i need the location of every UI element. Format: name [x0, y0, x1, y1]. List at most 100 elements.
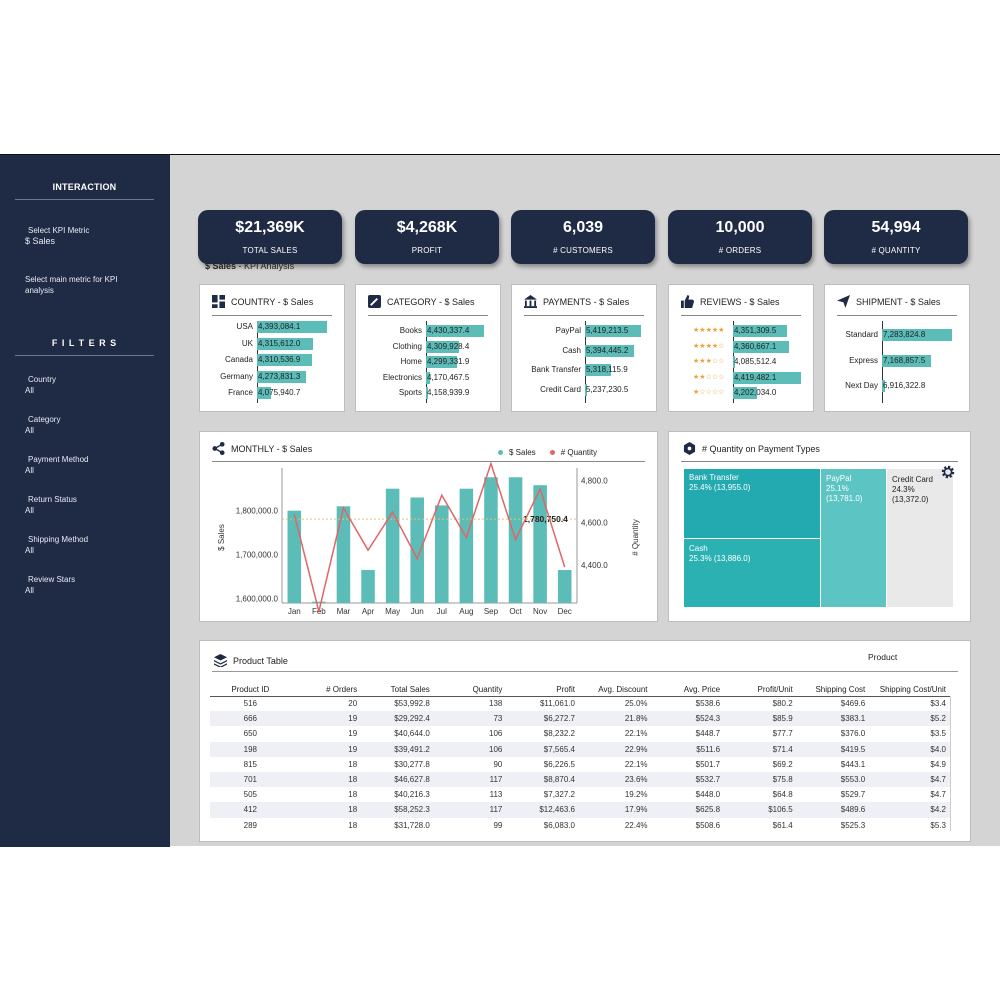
kpi-orders[interactable]: 10,000 # ORDERS — [668, 210, 812, 264]
tag-icon — [368, 295, 381, 308]
sales-bar[interactable] — [410, 497, 424, 603]
sales-bar[interactable] — [557, 570, 572, 603]
bar[interactable] — [882, 380, 885, 392]
column-header[interactable]: Quantity — [472, 684, 503, 694]
category-bar-row[interactable]: Home 4,299,331.9 — [356, 356, 502, 368]
sales-bar[interactable] — [533, 485, 547, 603]
country-bar-row[interactable]: UK 4,315,612.0 — [200, 337, 346, 350]
table-row[interactable]: 505 18 $40,216.3 113 $7,327.2 19.2% $448.0 $64.… — [210, 787, 950, 802]
treemap-cell-bank-transfer[interactable]: Bank Transfer 25.4% (13,955.0) — [684, 469, 820, 538]
sales-bar[interactable] — [312, 601, 326, 603]
reviews-bar-row[interactable]: ★★☆☆☆ 4,419,482.1 — [669, 371, 815, 384]
payments-bar-row[interactable]: Bank Transfer 5,318,115.9 — [512, 364, 658, 376]
column-header[interactable]: Avg. Price — [683, 684, 721, 694]
bar-value: 4,419,482.1 — [734, 372, 777, 382]
category-bar-row[interactable]: Clothing 4,309,928.4 — [356, 340, 502, 353]
kpi-total-sales[interactable]: $21,369K TOTAL SALES — [198, 210, 342, 264]
payments-bar-row[interactable]: Credit Card 5,237,230.5 — [512, 383, 658, 396]
table-row[interactable]: 650 19 $40,644.0 106 $8,232.2 22.1% $448.7 $77.… — [210, 726, 950, 741]
settings-gear-icon[interactable] — [940, 464, 956, 480]
column-header[interactable]: Total Sales — [390, 684, 430, 694]
column-header[interactable]: Shipping Cost/Unit — [879, 684, 946, 694]
column-header[interactable]: Shipping Cost — [815, 684, 866, 694]
country-bar-row[interactable]: France 4,075,940.7 — [200, 387, 346, 399]
bar[interactable] — [585, 325, 641, 337]
table-cell: 117 — [433, 802, 507, 818]
kpi-profit[interactable]: $4,268K PROFIT — [355, 210, 499, 264]
title-text: REVIEWS - $ Sales — [700, 296, 780, 307]
country-bar-row[interactable]: Canada 4,310,536.9 — [200, 354, 346, 366]
filter-shipping-method[interactable]: Shipping Method All — [25, 534, 88, 556]
table-row[interactable]: 815 18 $30,277.8 90 $6,226.5 22.1% $501.7 $69.2… — [210, 757, 950, 772]
payments-bar-row[interactable]: Cash 5,394,445.2 — [512, 344, 658, 357]
cell-value: 25.3% (13,886.0) — [689, 554, 751, 563]
bar[interactable] — [585, 364, 612, 376]
treemap-cell-paypal[interactable]: PayPal 25.1% (13,781.0) — [821, 469, 886, 607]
category-bar-row[interactable]: Electronics 4,170,467.5 — [356, 371, 502, 384]
shipment-bar-row[interactable]: Standard 7,283,824.8 — [825, 329, 971, 341]
bar[interactable] — [882, 329, 952, 341]
treemap-cell-credit-card[interactable]: Credit Card 24.3% (13,372.0) — [887, 469, 953, 607]
reviews-bar-row[interactable]: ★★★☆☆ 4,085,512.4 — [669, 356, 815, 368]
kpi-metric-selector[interactable]: Select KPI Metric $ Sales — [25, 225, 89, 247]
bar[interactable] — [733, 387, 758, 399]
shipment-bar-row[interactable]: Next Day 6,916,322.8 — [825, 380, 971, 392]
country-bar-row[interactable]: Germany 4,273,831.3 — [200, 370, 346, 383]
bar[interactable] — [257, 370, 306, 383]
treemap-cell-cash[interactable]: Cash 25.3% (13,886.0) — [684, 539, 820, 607]
bar[interactable] — [426, 387, 428, 399]
kpi-value: $4,268K — [396, 219, 458, 236]
payments-bar-row[interactable]: PayPal 5,419,213.5 — [512, 325, 658, 337]
bar[interactable] — [257, 387, 271, 399]
country-bar-row[interactable]: USA 4,393,084.1 — [200, 321, 346, 333]
sales-bar[interactable] — [435, 505, 449, 603]
sales-bar[interactable] — [484, 477, 498, 603]
column-header[interactable]: Profit — [556, 684, 575, 694]
category-bar-row[interactable]: Sports 4,158,939.9 — [356, 387, 502, 399]
table-row[interactable]: 198 19 $39,491.2 106 $7,565.4 22.9% $511.6 $71.… — [210, 741, 950, 757]
filter-return-status[interactable]: Return Status All — [25, 494, 77, 516]
bar[interactable] — [257, 337, 314, 350]
bar[interactable] — [733, 340, 790, 353]
shipment-bar-row[interactable]: Express 7,168,857.5 — [825, 354, 971, 367]
table-row[interactable]: 289 18 $31,728.0 99 $6,083.0 22.4% $508.6 $61.4… — [210, 818, 950, 833]
sales-bar[interactable] — [287, 510, 302, 603]
reviews-bar-row[interactable]: ★☆☆☆☆ 4,202,034.0 — [669, 387, 815, 399]
reviews-bar-row[interactable]: ★★★★☆ 4,360,667.1 — [669, 340, 815, 353]
bar[interactable] — [426, 356, 457, 368]
bar[interactable] — [257, 354, 313, 366]
filter-review-stars[interactable]: Review Stars All — [25, 574, 75, 596]
filter-country[interactable]: Country All — [25, 374, 56, 396]
filter-payment-method[interactable]: Payment Method All — [25, 454, 88, 476]
bar[interactable] — [585, 344, 634, 357]
filter-category[interactable]: Category All — [25, 414, 60, 436]
table-row[interactable]: 516 20 $53,992.8 138 $11,061.0 25.0% $538.6 $80… — [210, 696, 950, 711]
category-bar-row[interactable]: Books 4,430,337.4 — [356, 325, 502, 337]
column-header[interactable]: Product ID — [231, 684, 270, 694]
sales-bar[interactable] — [385, 488, 400, 603]
table-row[interactable]: 666 19 $29,292.4 73 $6,272.7 21.8% $524.3 $85.9… — [210, 711, 950, 727]
sales-bar[interactable] — [459, 488, 474, 603]
sales-bar[interactable] — [336, 506, 351, 603]
kpi-label: # CUSTOMERS — [553, 246, 613, 255]
column-header[interactable]: # Orders — [326, 684, 358, 694]
table-row[interactable]: 701 18 $46,627.8 117 $8,870.4 23.6% $532.7 $75.… — [210, 771, 950, 788]
bar[interactable] — [585, 383, 588, 396]
bar[interactable] — [733, 371, 801, 384]
column-header[interactable]: Avg. Discount — [598, 684, 648, 694]
bar[interactable] — [882, 354, 932, 367]
sales-bar[interactable] — [361, 570, 375, 603]
bar[interactable] — [426, 340, 460, 353]
column-header[interactable]: Profit/Unit — [757, 684, 793, 694]
table-scrollbar[interactable] — [950, 696, 958, 831]
table-cell: $77.7 — [772, 729, 793, 739]
table-row[interactable]: 412 18 $58,252.3 117 $12,463.6 17.9% $625.8 $10… — [210, 802, 950, 818]
kpi-quantity[interactable]: 54,994 # QUANTITY — [824, 210, 968, 264]
bar[interactable] — [733, 325, 788, 337]
bar[interactable] — [257, 321, 327, 333]
reviews-bar-row[interactable]: ★★★★★ 4,351,309.5 — [669, 325, 815, 337]
bar[interactable] — [426, 325, 484, 337]
kpi-customers[interactable]: 6,039 # CUSTOMERS — [511, 210, 655, 264]
bar[interactable] — [426, 371, 431, 384]
bar[interactable] — [733, 356, 735, 368]
